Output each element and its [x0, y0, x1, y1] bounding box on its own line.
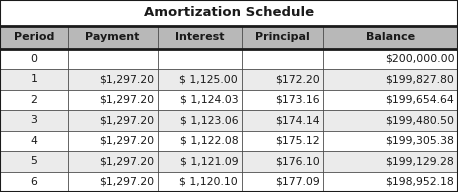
- Bar: [0, 49, 458, 69]
- Bar: [0, 171, 458, 192]
- Text: Amortization Schedule: Amortization Schedule: [144, 7, 314, 19]
- Text: 0: 0: [30, 54, 38, 64]
- Text: $ 1,122.08: $ 1,122.08: [180, 136, 238, 146]
- Text: $174.14: $174.14: [275, 115, 320, 125]
- Text: $ 1,121.09: $ 1,121.09: [180, 156, 238, 166]
- Text: $1,297.20: $1,297.20: [99, 74, 154, 84]
- Text: $177.09: $177.09: [275, 177, 320, 187]
- Text: Payment: Payment: [86, 32, 140, 42]
- Text: $198,952.18: $198,952.18: [386, 177, 454, 187]
- Text: $1,297.20: $1,297.20: [99, 136, 154, 146]
- Bar: [0, 110, 458, 131]
- Text: $ 1,125.00: $ 1,125.00: [180, 74, 238, 84]
- Text: $175.12: $175.12: [275, 136, 320, 146]
- Text: $1,297.20: $1,297.20: [99, 156, 154, 166]
- Text: $199,654.64: $199,654.64: [386, 95, 454, 105]
- Text: Principal: Principal: [255, 32, 310, 42]
- Text: 3: 3: [30, 115, 38, 125]
- Text: $1,297.20: $1,297.20: [99, 95, 154, 105]
- Bar: [0, 0, 458, 26]
- Text: $199,129.28: $199,129.28: [386, 156, 454, 166]
- Bar: [0, 151, 458, 171]
- Bar: [0, 26, 458, 49]
- Text: $ 1,120.10: $ 1,120.10: [180, 177, 238, 187]
- Text: $199,480.50: $199,480.50: [385, 115, 454, 125]
- Text: $200,000.00: $200,000.00: [385, 54, 454, 64]
- Bar: [0, 69, 458, 89]
- Text: $1,297.20: $1,297.20: [99, 115, 154, 125]
- Text: $172.20: $172.20: [275, 74, 320, 84]
- Bar: [0, 131, 458, 151]
- Text: $1,297.20: $1,297.20: [99, 177, 154, 187]
- Text: Period: Period: [14, 32, 54, 42]
- Bar: [0, 89, 458, 110]
- Text: $176.10: $176.10: [275, 156, 320, 166]
- Text: 1: 1: [30, 74, 38, 84]
- Text: 2: 2: [30, 95, 38, 105]
- Text: $199,827.80: $199,827.80: [386, 74, 454, 84]
- Text: $199,305.38: $199,305.38: [386, 136, 454, 146]
- Text: $ 1,124.03: $ 1,124.03: [180, 95, 238, 105]
- Text: 4: 4: [30, 136, 38, 146]
- Text: $173.16: $173.16: [275, 95, 320, 105]
- Text: $ 1,123.06: $ 1,123.06: [180, 115, 238, 125]
- Text: Balance: Balance: [366, 32, 415, 42]
- Text: Interest: Interest: [175, 32, 224, 42]
- Text: 5: 5: [30, 156, 38, 166]
- Text: 6: 6: [30, 177, 38, 187]
